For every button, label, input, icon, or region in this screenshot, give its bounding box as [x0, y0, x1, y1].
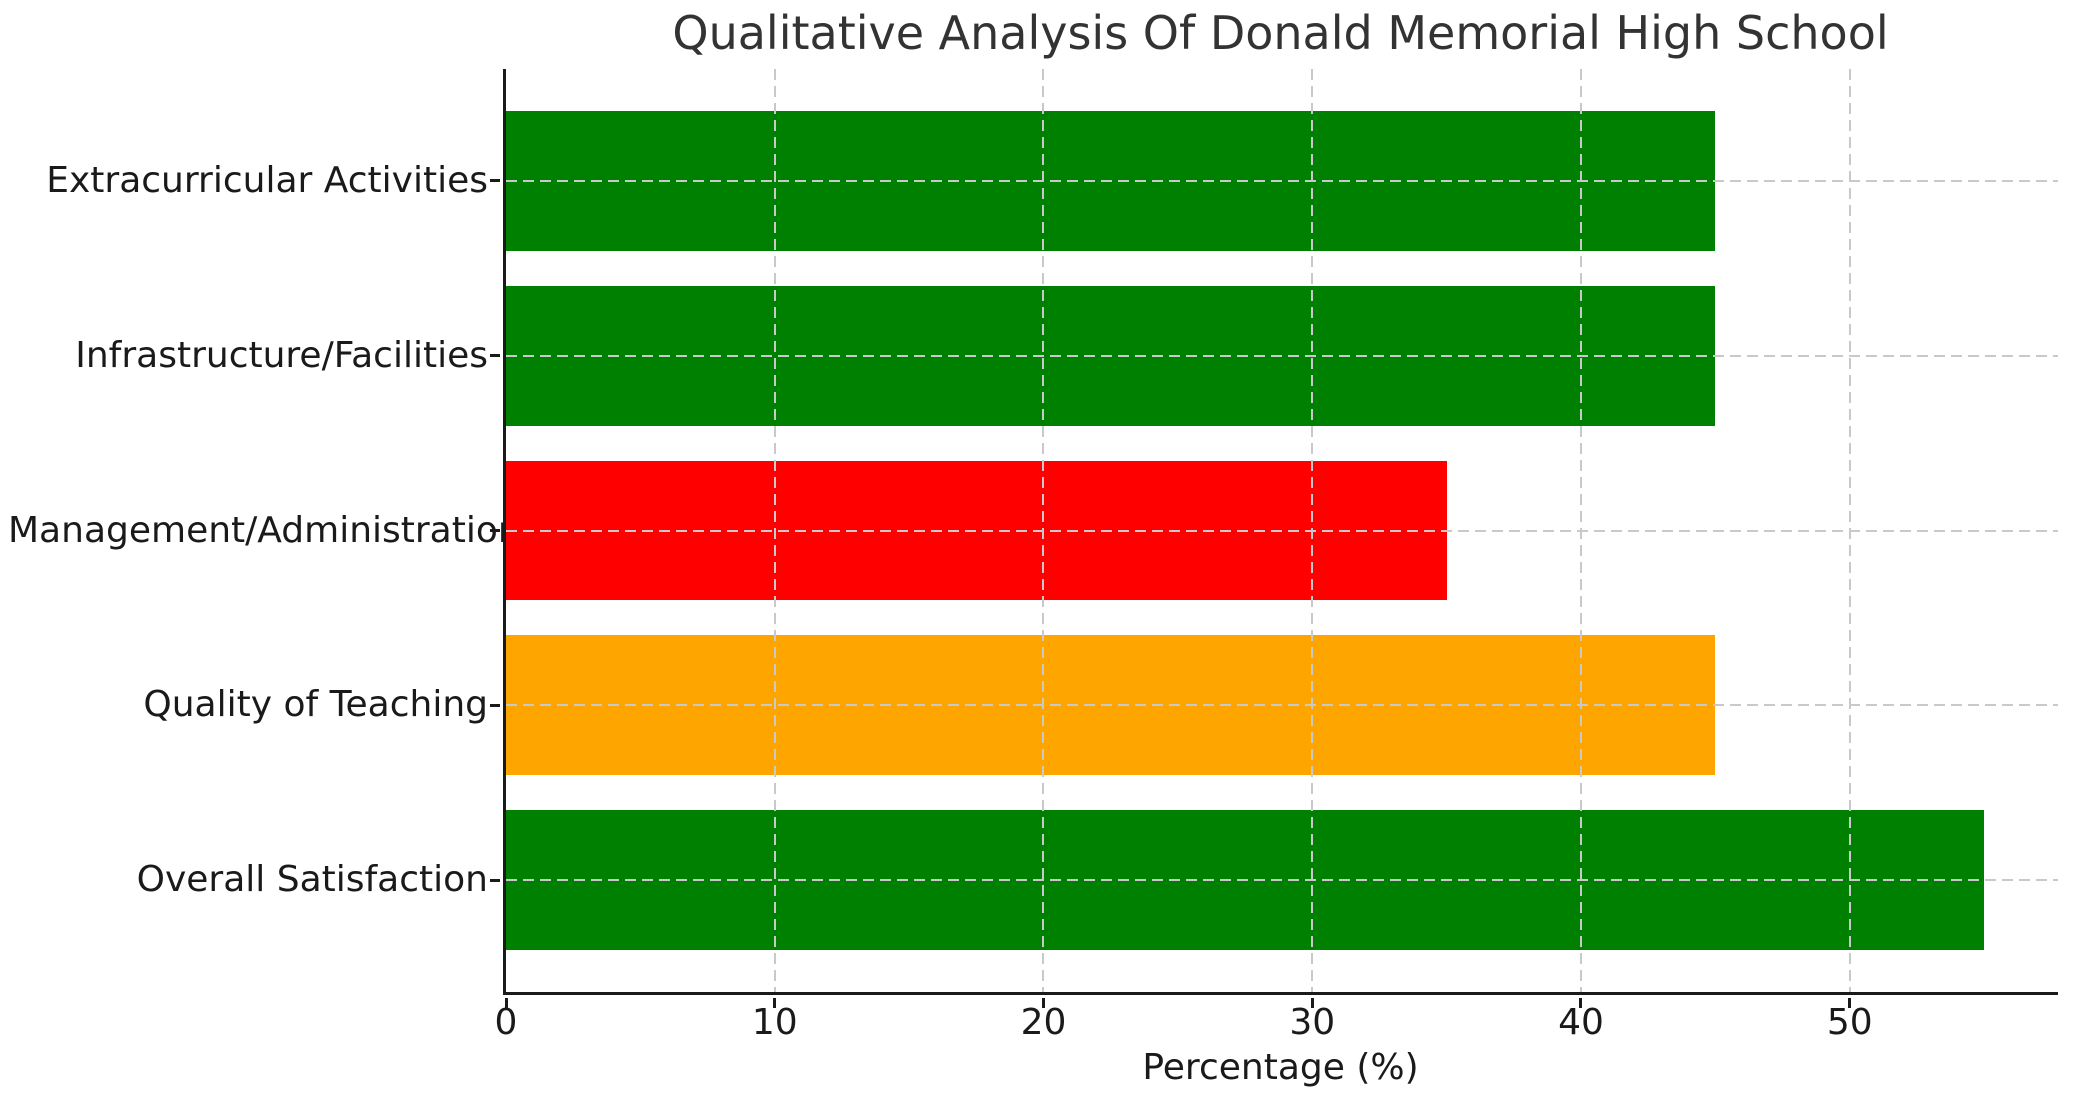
- x-gridline: [1579, 69, 1582, 992]
- category-label: Overall Satisfaction: [136, 859, 488, 901]
- x-gridline: [773, 69, 776, 992]
- x-tick: [1310, 998, 1314, 1008]
- x-tick-label: 30: [1289, 1002, 1336, 1043]
- y-gridline: [506, 354, 2058, 357]
- x-gridline: [1848, 69, 1851, 992]
- x-tick-label: 20: [1020, 1002, 1067, 1043]
- category-label: Quality of Teaching: [143, 684, 488, 726]
- x-tick-label: 50: [1826, 1002, 1873, 1043]
- y-gridline: [506, 704, 2058, 707]
- y-tick: [490, 878, 500, 882]
- x-tick: [1579, 998, 1583, 1008]
- x-gridline: [1311, 69, 1314, 992]
- y-gridline: [506, 179, 2058, 182]
- x-tick: [773, 998, 777, 1008]
- x-tick: [1848, 998, 1852, 1008]
- plot-area: [490, 69, 2058, 1008]
- y-gridline: [506, 879, 2058, 882]
- chart-title: Qualitative Analysis Of Donald Memorial …: [672, 6, 1889, 60]
- x-tick-label: 10: [751, 1002, 798, 1043]
- x-axis-label: Percentage (%): [1142, 1047, 1419, 1088]
- x-tick: [1041, 998, 1045, 1008]
- x-tick-label: 40: [1558, 1002, 1604, 1043]
- x-gridline: [1042, 69, 1045, 992]
- x-tick: [504, 998, 508, 1008]
- category-label: Infrastructure/Facilities: [75, 334, 488, 376]
- y-tick: [490, 354, 500, 358]
- category-label: Management/Administration: [8, 509, 521, 551]
- category-label: Extracurricular Activities: [46, 159, 488, 201]
- x-tick-label: 0: [494, 1002, 518, 1043]
- y-gridline: [506, 529, 2058, 532]
- y-tick: [490, 703, 500, 707]
- y-tick: [490, 529, 500, 532]
- y-tick: [490, 179, 500, 183]
